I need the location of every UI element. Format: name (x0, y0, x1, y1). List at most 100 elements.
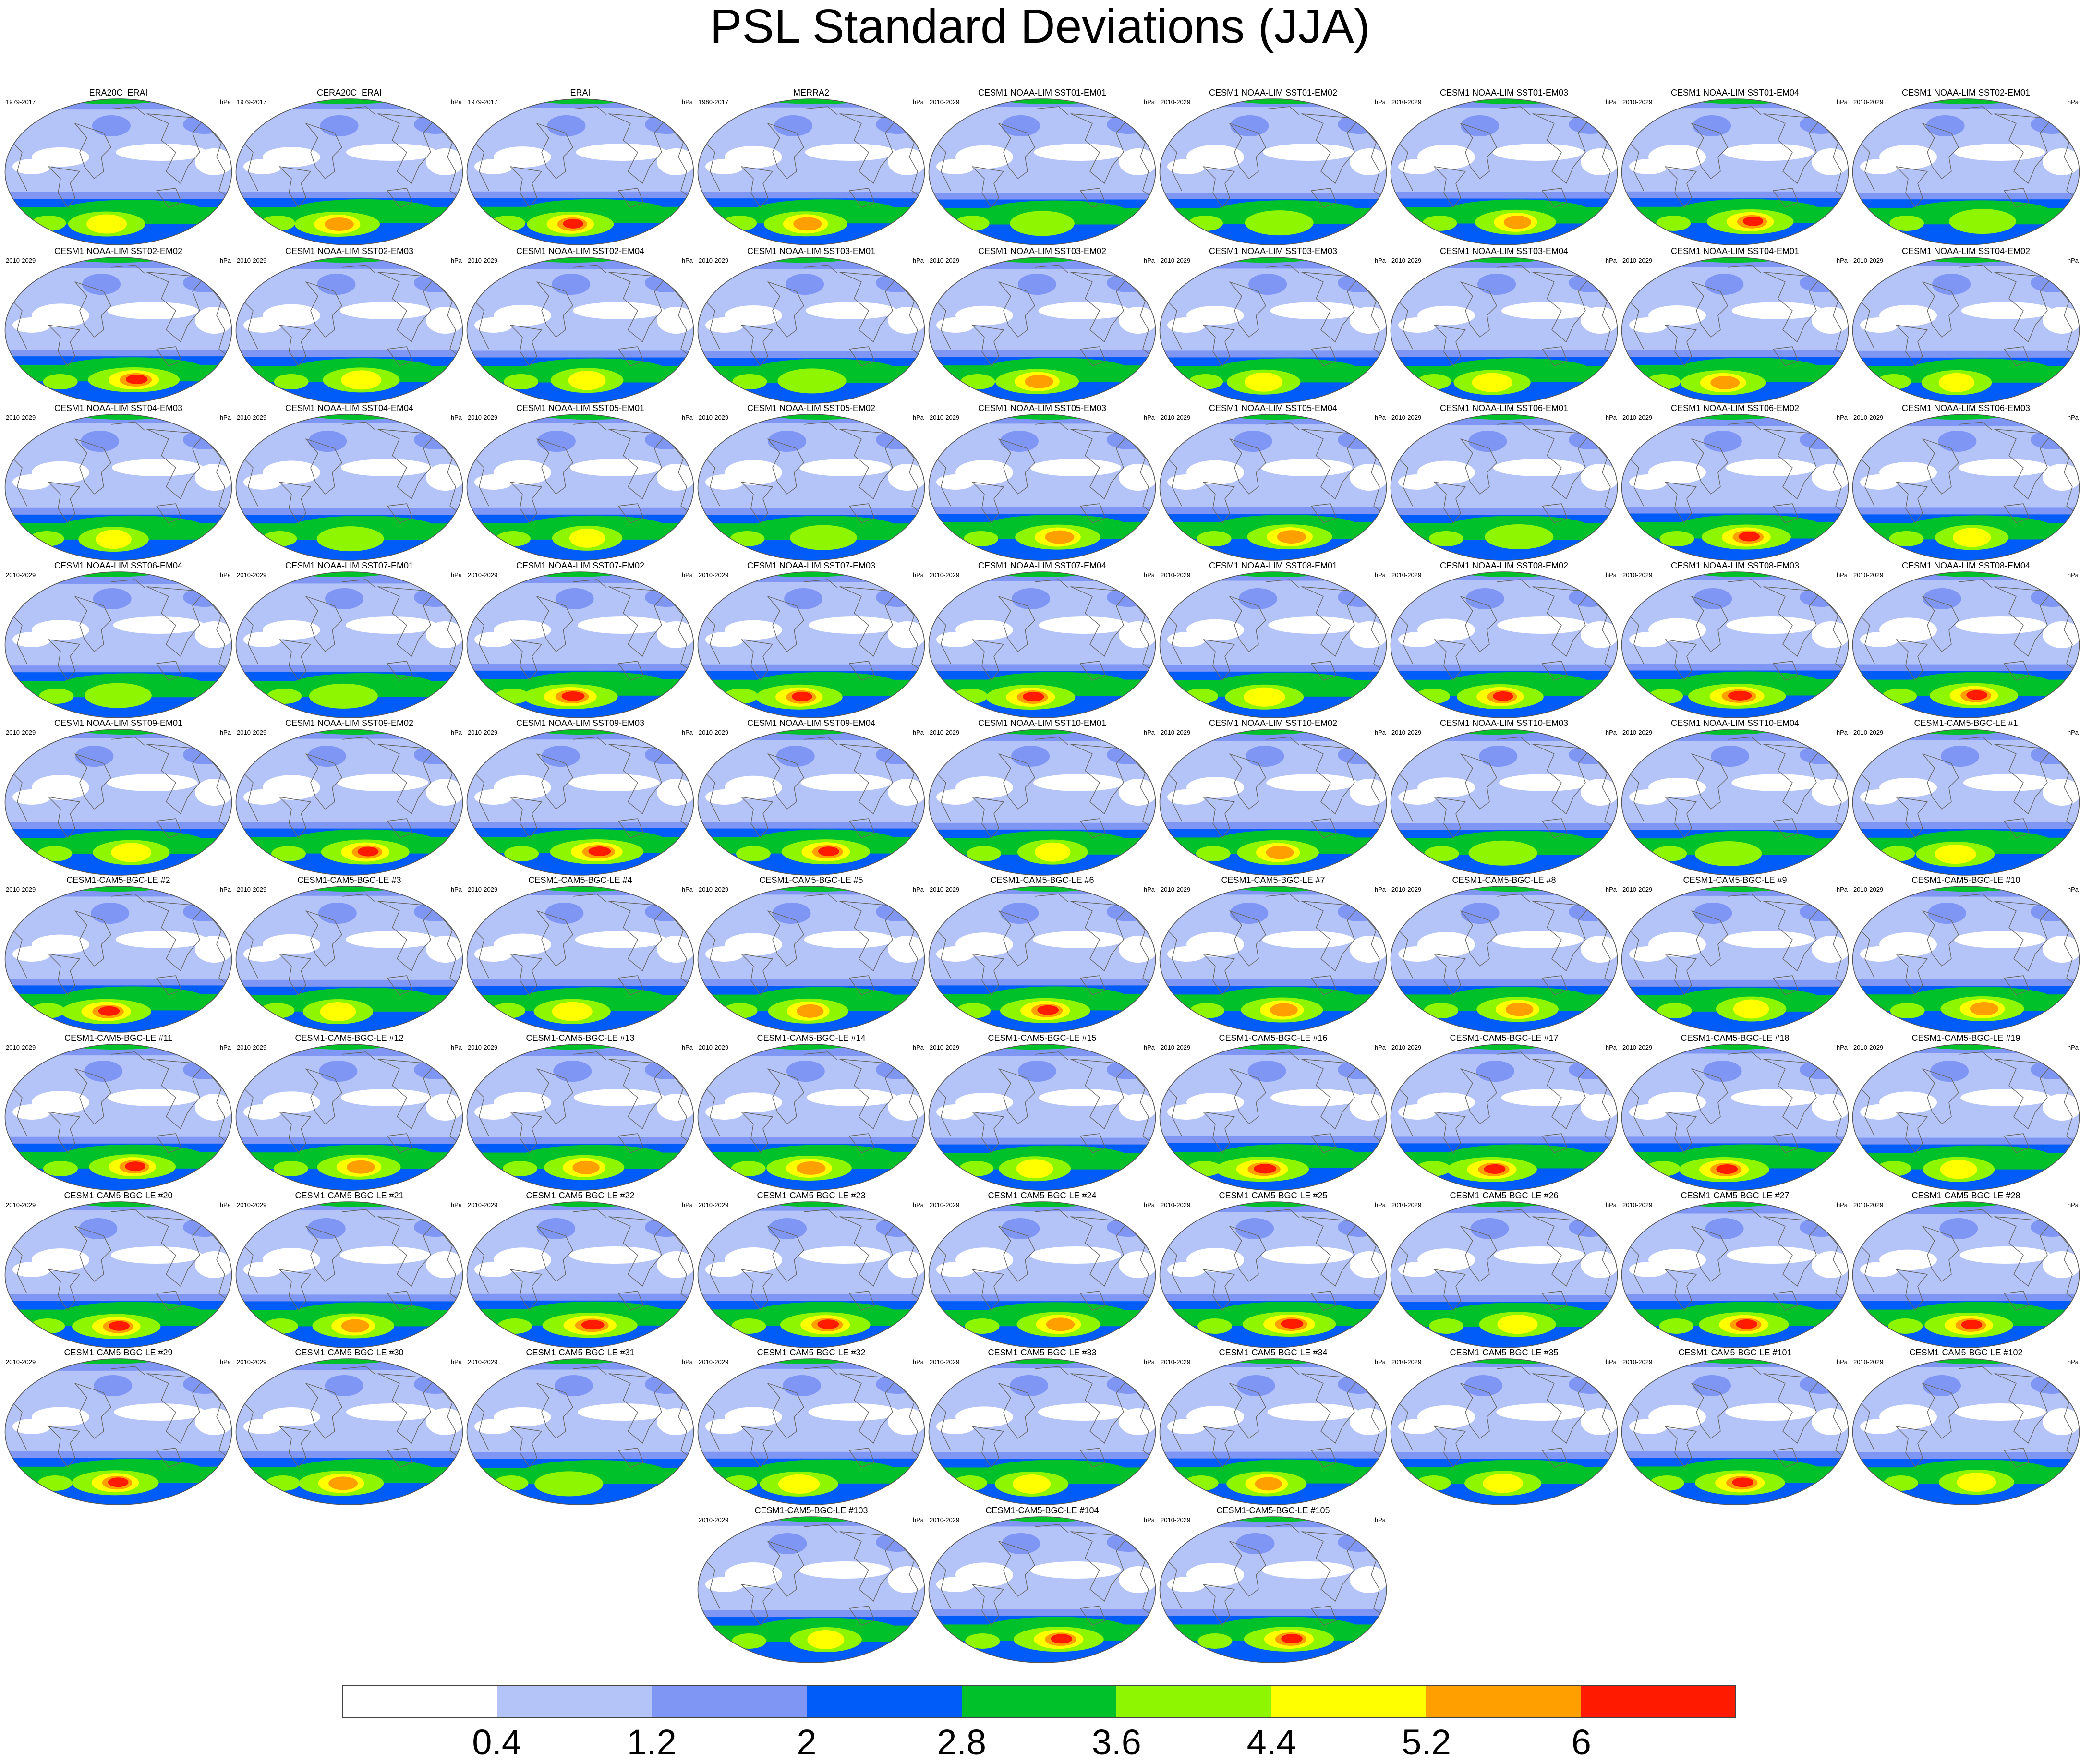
globe-map (1159, 98, 1387, 245)
globe-map (235, 257, 463, 404)
panel-units: hPa (1374, 98, 1386, 106)
globe-map (697, 98, 925, 245)
globe-map (1159, 414, 1387, 561)
panel-units: hPa (2067, 1044, 2079, 1051)
globe-map (466, 98, 694, 245)
map-panel: CESM1-CAM5-BGC-LE #4 2010-2029 hPa (465, 875, 696, 1033)
panel-period: 2010-2029 (6, 1358, 36, 1365)
panel-units: hPa (2067, 98, 2079, 106)
map-panel: CESM1-CAM5-BGC-LE #18 2010-2029 hPa (1620, 1033, 1850, 1191)
map-panel: CESM1-CAM5-BGC-LE #101 2010-2029 hPa (1620, 1348, 1850, 1506)
colorbar-tick-label: 1.2 (627, 1722, 677, 1762)
globe-map (1159, 1201, 1387, 1348)
map-panel: CESM1-CAM5-BGC-LE #10 2010-2029 hPa (1850, 875, 2080, 1033)
map-panel: CESM1-CAM5-BGC-LE #21 2010-2029 hPa (234, 1191, 465, 1349)
panel-period: 2010-2029 (1161, 257, 1191, 264)
colorbar-tick-label: 2 (797, 1722, 817, 1762)
globe-map (1852, 1358, 2080, 1505)
globe-map (4, 98, 232, 245)
globe-map (1390, 1201, 1618, 1348)
panel-units: hPa (219, 98, 231, 106)
globe-map (1621, 257, 1849, 404)
map-panel: CESM1-CAM5-BGC-LE #3 2010-2029 hPa (234, 875, 465, 1033)
globe-map (4, 1358, 232, 1505)
globe-map (235, 414, 463, 561)
panel-period: 2010-2029 (699, 1201, 729, 1208)
panel-period: 2010-2029 (237, 729, 267, 736)
globe-map (1159, 571, 1387, 718)
panel-period: 2010-2029 (930, 414, 960, 421)
panel-period: 2010-2029 (930, 98, 960, 106)
globe-map (4, 1044, 232, 1191)
panel-title: CESM1 NOAA-LIM SST03-EM02 (978, 246, 1107, 256)
map-panel: CESM1 NOAA-LIM SST02-EM01 2010-2029 hPa (1850, 88, 2080, 246)
panel-title: CESM1-CAM5-BGC-LE #7 (1221, 875, 1325, 885)
panel-units: hPa (912, 886, 924, 893)
map-panel: CESM1-CAM5-BGC-LE #12 2010-2029 hPa (234, 1033, 465, 1191)
map-panel: CESM1-CAM5-BGC-LE #25 2010-2029 hPa (1158, 1191, 1389, 1349)
panel-units: hPa (1374, 886, 1386, 893)
panel-title: CESM1 NOAA-LIM SST02-EM01 (1901, 88, 2031, 97)
panel-title: CESM1-CAM5-BGC-LE #104 (985, 1506, 1099, 1515)
map-panel: CESM1 NOAA-LIM SST09-EM04 2010-2029 hPa (696, 718, 927, 876)
globe-map (1852, 1044, 2080, 1191)
globe-map (4, 571, 232, 718)
panel-units: hPa (2067, 257, 2079, 264)
map-panel: CESM1 NOAA-LIM SST02-EM04 2010-2029 hPa (465, 246, 696, 404)
map-panel: CESM1-CAM5-BGC-LE #35 2010-2029 hPa (1389, 1348, 1620, 1506)
panel-title: ERA20C_ERAI (89, 88, 148, 97)
globe-map (928, 1201, 1156, 1348)
panel-period: 2010-2029 (1622, 571, 1653, 579)
map-panel: CESM1 NOAA-LIM SST05-EM02 2010-2029 hPa (696, 403, 927, 561)
globe-map (466, 1044, 694, 1191)
panel-period: 2010-2029 (1853, 257, 1884, 264)
panel-units: hPa (1605, 98, 1617, 106)
panel-units: hPa (1143, 886, 1155, 893)
panel-period: 2010-2029 (468, 729, 498, 736)
panel-title: CESM1 NOAA-LIM SST06-EM02 (1670, 403, 1800, 413)
panel-title: CESM1-CAM5-BGC-LE #29 (64, 1348, 173, 1357)
globe-map (1852, 571, 2080, 718)
panel-units: hPa (1836, 571, 1848, 579)
panel-period: 2010-2029 (699, 729, 729, 736)
panel-units: hPa (1374, 1044, 1386, 1051)
panel-period: 2010-2029 (1161, 414, 1191, 421)
globe-map (697, 729, 925, 876)
panel-title: CESM1 NOAA-LIM SST02-EM02 (54, 246, 183, 256)
map-panel: CESM1 NOAA-LIM SST02-EM03 2010-2029 hPa (234, 246, 465, 404)
panel-units: hPa (1143, 98, 1155, 106)
panel-units: hPa (1836, 1044, 1848, 1051)
panel-units: hPa (219, 414, 231, 421)
globe-map (1621, 729, 1849, 876)
map-panel: CESM1-CAM5-BGC-LE #28 2010-2029 hPa (1850, 1191, 2080, 1349)
panel-period: 2010-2029 (1622, 1201, 1653, 1208)
panel-title: CESM1-CAM5-BGC-LE #34 (1219, 1348, 1328, 1357)
panel-title: CESM1-CAM5-BGC-LE #2 (66, 875, 170, 885)
panel-units: hPa (2067, 1358, 2079, 1365)
globe-map (466, 414, 694, 561)
panel-units: hPa (450, 1201, 462, 1208)
panel-title: CESM1-CAM5-BGC-LE #11 (64, 1033, 172, 1043)
map-panel: CESM1 NOAA-LIM SST08-EM01 2010-2029 hPa (1158, 561, 1389, 719)
panel-units: hPa (912, 1358, 924, 1365)
globe-map (1159, 1044, 1387, 1191)
map-panel-grid: ERA20C_ERAI 1979-2017 hPa CERA20C_ERAI 1979-… (4, 88, 2080, 1664)
panel-title: CESM1-CAM5-BGC-LE #31 (526, 1348, 635, 1357)
globe-map (4, 1201, 232, 1348)
panel-title: CESM1 NOAA-LIM SST08-EM03 (1670, 561, 1800, 570)
panel-units: hPa (1836, 98, 1848, 106)
panel-period: 2010-2029 (6, 729, 36, 736)
panel-units: hPa (219, 1358, 231, 1365)
panel-title: CESM1-CAM5-BGC-LE #17 (1450, 1033, 1559, 1043)
globe-map (928, 1358, 1156, 1505)
map-panel: CESM1-CAM5-BGC-LE #105 2010-2029 hPa (1158, 1506, 1389, 1664)
panel-title: CESM1 NOAA-LIM SST10-EM02 (1209, 718, 1338, 728)
map-panel: CESM1 NOAA-LIM SST04-EM01 2010-2029 hPa (1620, 246, 1850, 404)
panel-period: 2010-2029 (699, 886, 729, 893)
panel-period: 2010-2029 (930, 1358, 960, 1365)
panel-period: 1979-2017 (6, 98, 36, 106)
panel-units: hPa (1605, 886, 1617, 893)
map-panel: CESM1 NOAA-LIM SST06-EM01 2010-2029 hPa (1389, 403, 1620, 561)
map-panel: CESM1-CAM5-BGC-LE #13 2010-2029 hPa (465, 1033, 696, 1191)
panel-units: hPa (912, 729, 924, 736)
